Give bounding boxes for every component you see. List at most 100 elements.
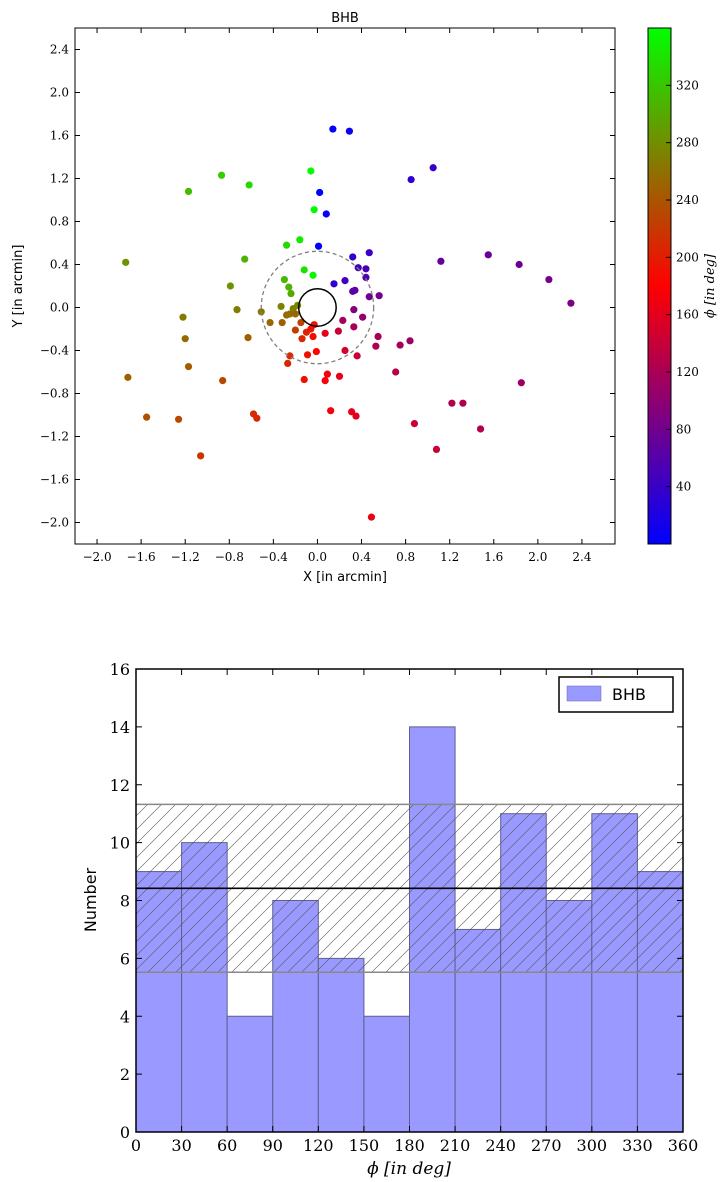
scatter-x-tick-label: −1.6 bbox=[127, 550, 156, 564]
scatter-point bbox=[545, 275, 553, 284]
scatter-y-axis-label: Y [in arcmin] bbox=[11, 245, 26, 329]
scatter-point bbox=[341, 277, 349, 285]
histogram-y-tick-label: 10 bbox=[110, 834, 130, 853]
histogram-x-tick-label: 30 bbox=[171, 1136, 191, 1155]
scatter-point bbox=[429, 164, 437, 172]
scatter-point bbox=[309, 271, 317, 279]
histogram-y-tick-label: 14 bbox=[110, 718, 130, 737]
scatter-point bbox=[515, 260, 523, 269]
histogram-bar bbox=[363, 1015, 410, 1133]
scatter-plot-frame bbox=[74, 27, 616, 545]
scatter-x-tick-label: 1.2 bbox=[440, 550, 459, 564]
outer-circle bbox=[260, 250, 375, 365]
scatter-point bbox=[181, 335, 189, 343]
histogram-x-tick-label: 90 bbox=[263, 1136, 283, 1155]
colorbar-tick-label: 160 bbox=[676, 308, 699, 322]
scatter-title: BHB bbox=[331, 11, 359, 26]
scatter-point bbox=[282, 241, 291, 249]
histogram-bar bbox=[545, 900, 593, 1133]
histogram-plot-frame bbox=[135, 668, 684, 1133]
scatter-point bbox=[396, 341, 404, 349]
scatter-point bbox=[244, 334, 252, 342]
histogram-bar bbox=[409, 726, 456, 1133]
histogram-x-tick-label: 270 bbox=[531, 1136, 562, 1155]
histogram-x-tick-label: 240 bbox=[485, 1136, 516, 1155]
scatter-point bbox=[323, 370, 331, 378]
histogram-y-tick-label: 16 bbox=[110, 660, 130, 679]
scatter-x-tick-label: 2.0 bbox=[528, 550, 547, 564]
scatter-point bbox=[329, 125, 337, 133]
scatter-y-tick-label: −0.8 bbox=[40, 387, 69, 401]
scatter-x-tick-label: 0.8 bbox=[396, 550, 415, 564]
scatter-x-tick-label: −1.2 bbox=[171, 550, 200, 564]
scatter-point bbox=[300, 375, 308, 384]
scatter-x-tick-label: 1.6 bbox=[484, 550, 503, 564]
scatter-point bbox=[330, 280, 338, 288]
histogram-y-axis-label: Number bbox=[81, 867, 100, 932]
scatter-y-tick-label: 2.0 bbox=[50, 86, 69, 100]
scatter-point bbox=[339, 316, 347, 324]
histogram-bar bbox=[636, 871, 684, 1133]
scatter-point bbox=[365, 249, 373, 257]
colorbar-tick-label: 40 bbox=[676, 480, 691, 494]
histogram-y-tick-label: 4 bbox=[120, 1007, 130, 1026]
inner-circle bbox=[297, 288, 337, 327]
scatter-y-tick-label: 1.2 bbox=[50, 172, 69, 186]
colorbar-tick-label: 200 bbox=[676, 250, 699, 264]
scatter-y-tick-label: 0.8 bbox=[50, 215, 69, 229]
scatter-point bbox=[312, 347, 320, 356]
histogram-y-tick-label: 6 bbox=[120, 949, 130, 968]
scatter-point bbox=[345, 127, 354, 135]
scatter-y-tick-label: −2.0 bbox=[40, 516, 69, 530]
scatter-point bbox=[321, 329, 329, 337]
histogram-y-tick-label: 12 bbox=[110, 776, 130, 795]
scatter-y-tick-label: 1.6 bbox=[50, 129, 69, 143]
scatter-point bbox=[327, 407, 335, 415]
scatter-x-tick-label: −0.8 bbox=[215, 550, 244, 564]
scatter-point bbox=[341, 346, 349, 355]
scatter-point bbox=[375, 292, 383, 300]
scatter-point bbox=[277, 302, 285, 311]
histogram-x-tick-label: 150 bbox=[349, 1136, 380, 1155]
scatter-point bbox=[280, 275, 288, 284]
legend-frame bbox=[558, 676, 674, 713]
histogram-x-tick-label: 120 bbox=[303, 1136, 334, 1155]
scatter-point bbox=[124, 373, 132, 381]
histogram-legend: BHB bbox=[558, 676, 674, 713]
colorbar-tick-label: 80 bbox=[676, 422, 691, 436]
scatter-point bbox=[310, 206, 318, 214]
histogram-x-tick-label: 0 bbox=[131, 1136, 141, 1155]
scatter-point bbox=[303, 351, 312, 359]
scatter-point bbox=[352, 412, 360, 420]
scatter-point bbox=[406, 337, 414, 345]
scatter-point bbox=[349, 253, 357, 261]
scatter-point bbox=[334, 327, 342, 335]
scatter-band-hatch bbox=[136, 804, 683, 973]
scatter-point bbox=[309, 332, 317, 341]
scatter-point bbox=[372, 342, 380, 350]
scatter-point bbox=[266, 318, 274, 327]
scatter-y-tick-label: −0.4 bbox=[40, 344, 70, 358]
scatter-point bbox=[307, 167, 315, 175]
scatter-point bbox=[297, 318, 305, 327]
colorbar-tick-label: 120 bbox=[676, 365, 699, 379]
histogram-x-tick-label: 330 bbox=[622, 1136, 653, 1155]
histogram-x-tick-label: 210 bbox=[440, 1136, 471, 1155]
legend-swatch bbox=[566, 685, 602, 702]
colorbar-tick-label: 280 bbox=[676, 136, 699, 150]
scatter-y-tick-label: 0.4 bbox=[50, 258, 69, 272]
scatter-point bbox=[374, 332, 382, 341]
histogram-x-tick-label: 60 bbox=[217, 1136, 237, 1155]
scatter-y-tick-label: −1.6 bbox=[40, 473, 69, 487]
scatter-point bbox=[365, 293, 373, 301]
scatter-point bbox=[322, 210, 330, 218]
scatter-point bbox=[226, 282, 234, 290]
scatter-y-tick-label: 0.0 bbox=[50, 301, 69, 315]
scatter-x-tick-label: 0.4 bbox=[352, 550, 371, 564]
scatter-point bbox=[351, 286, 359, 294]
scatter-point bbox=[392, 368, 400, 376]
histogram-y-tick-label: 2 bbox=[120, 1065, 130, 1084]
scatter-point bbox=[219, 377, 227, 385]
histogram-x-tick-label: 180 bbox=[394, 1136, 425, 1155]
scatter-point bbox=[296, 236, 304, 244]
